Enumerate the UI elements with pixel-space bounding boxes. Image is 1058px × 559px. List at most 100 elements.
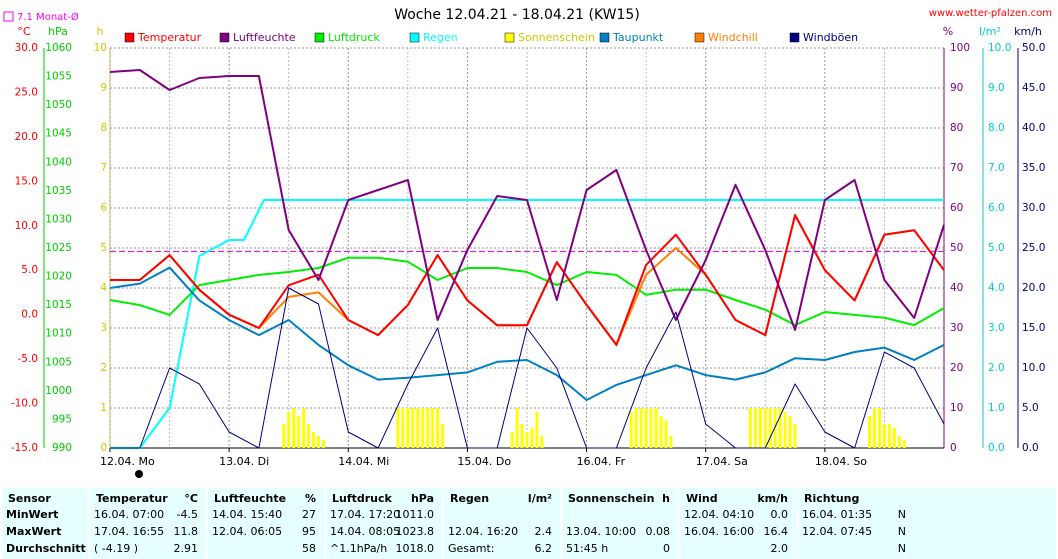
sunshine-bar bbox=[530, 428, 534, 448]
legend-swatch bbox=[504, 32, 515, 43]
y-tick-label: 25.0 bbox=[15, 86, 38, 98]
y-tick-label: 1050 bbox=[45, 99, 72, 111]
sunshine-bar bbox=[317, 436, 320, 448]
y-tick-label: 40.0 bbox=[1022, 122, 1045, 134]
y-tick-label: 20.0 bbox=[1022, 282, 1045, 294]
table-cell-value: 2.4 bbox=[535, 525, 553, 538]
moon-icon bbox=[135, 470, 143, 478]
y-tick-label: 100 bbox=[950, 42, 970, 54]
sunshine-bar bbox=[282, 424, 286, 448]
y-tick-label: 1015 bbox=[45, 299, 72, 311]
series-line bbox=[110, 287, 945, 449]
legend-label: Windchill bbox=[708, 31, 758, 44]
sunshine-bar bbox=[773, 408, 777, 448]
table-header: Richtung bbox=[804, 492, 859, 505]
sunshine-bar bbox=[416, 408, 420, 448]
sunshine-bar bbox=[629, 412, 633, 448]
table-unit: l/m² bbox=[528, 492, 552, 505]
y-tick-label: 7 bbox=[100, 162, 107, 174]
y-tick-label: 1025 bbox=[45, 242, 72, 254]
y-tick-label: 0.0 bbox=[988, 442, 1005, 454]
sunshine-bar bbox=[535, 412, 539, 448]
y-tick-label: 8.0 bbox=[988, 122, 1005, 134]
sunshine-bar bbox=[520, 424, 524, 448]
y-tick-label: 25.0 bbox=[1022, 242, 1045, 254]
sunshine-bar bbox=[768, 408, 772, 448]
sunshine-bar bbox=[401, 408, 405, 448]
table-column bbox=[562, 488, 678, 559]
y-tick-label: 2 bbox=[100, 362, 107, 374]
y-tick-label: 1020 bbox=[45, 271, 72, 283]
axis-title: km/h bbox=[1014, 25, 1042, 38]
sunshine-bar bbox=[882, 424, 886, 448]
sunshine-bar bbox=[292, 408, 296, 448]
y-tick-label: 10 bbox=[94, 42, 107, 54]
table-cell: ( -4.19 ) bbox=[94, 542, 138, 555]
axis-title: % bbox=[943, 25, 953, 38]
sunshine-bar bbox=[763, 408, 767, 448]
table-cell-value: 0 bbox=[663, 542, 670, 555]
sunshine-bar bbox=[406, 408, 410, 448]
y-tick-label: 9.0 bbox=[988, 82, 1005, 94]
y-tick-label: 5.0 bbox=[988, 242, 1005, 254]
sunshine-bar bbox=[421, 408, 425, 448]
average-legend-box bbox=[3, 11, 14, 22]
axis-title: °C bbox=[17, 25, 31, 38]
y-tick-label: 0 bbox=[100, 442, 107, 454]
y-tick-label: 0 bbox=[950, 442, 957, 454]
x-tick-label: 15.04. Do bbox=[457, 455, 511, 468]
sunshine-bar bbox=[525, 432, 529, 448]
sunshine-bar bbox=[312, 432, 316, 448]
sunshine-bar bbox=[644, 408, 648, 448]
table-cell-value: 95 bbox=[302, 525, 316, 538]
y-tick-label: 50 bbox=[950, 242, 963, 254]
y-tick-label: 30.0 bbox=[1022, 202, 1045, 214]
legend-label: Sonnenschein bbox=[518, 31, 595, 44]
sunshine-bar bbox=[758, 408, 762, 448]
y-tick-label: 990 bbox=[52, 442, 72, 454]
legend-swatch bbox=[789, 32, 800, 43]
table-unit: % bbox=[305, 492, 316, 505]
table-header: Temperatur bbox=[96, 492, 168, 505]
y-tick-label: 10.0 bbox=[988, 42, 1011, 54]
table-cell-value: 58 bbox=[302, 542, 316, 555]
sunshine-bar bbox=[431, 408, 435, 448]
y-tick-label: 3 bbox=[100, 322, 107, 334]
sunshine-bar bbox=[321, 440, 325, 448]
axis-title: h bbox=[97, 25, 104, 38]
chart-title: Woche 12.04.21 - 18.04.21 (KW15) bbox=[394, 7, 640, 23]
table-cell-value: 0.0 bbox=[771, 508, 789, 521]
y-tick-label: 5 bbox=[100, 242, 107, 254]
table-cell: 16.04. 01:35 bbox=[802, 508, 872, 521]
table-cell-value: 2.91 bbox=[174, 542, 199, 555]
table-unit: h bbox=[662, 492, 670, 505]
y-tick-label: 60 bbox=[950, 202, 963, 214]
table-cell: 16.04. 07:00 bbox=[94, 508, 164, 521]
legend-swatch bbox=[124, 32, 135, 43]
y-tick-label: 0.0 bbox=[1022, 442, 1039, 454]
legend-swatch bbox=[599, 32, 610, 43]
sunshine-bar bbox=[868, 416, 872, 448]
y-tick-label: 30 bbox=[950, 322, 963, 334]
table-column bbox=[798, 488, 1056, 559]
y-tick-label: 10 bbox=[950, 402, 963, 414]
average-label: 7.1 Monat-Ø bbox=[17, 11, 79, 23]
table-column bbox=[208, 488, 324, 559]
table-row-label: MinWert bbox=[6, 508, 58, 521]
table-header: Regen bbox=[450, 492, 489, 505]
y-tick-label: 15.0 bbox=[15, 175, 38, 187]
y-tick-label: 1 bbox=[100, 402, 107, 414]
sunshine-bar bbox=[783, 412, 787, 448]
sunshine-bar bbox=[441, 424, 445, 448]
sunshine-bar bbox=[436, 408, 440, 448]
table-cell-value: 27 bbox=[302, 508, 316, 521]
y-tick-label: 4.0 bbox=[988, 282, 1005, 294]
table-cell: ^1.1hPa/h bbox=[330, 542, 387, 555]
table-row-label: MaxWert bbox=[6, 525, 61, 538]
table-cell: 12.04. 16:20 bbox=[448, 525, 518, 538]
y-tick-label: 90 bbox=[950, 82, 963, 94]
y-tick-label: 20 bbox=[950, 362, 963, 374]
sunshine-bar bbox=[654, 408, 658, 448]
y-tick-label: 1035 bbox=[45, 185, 72, 197]
